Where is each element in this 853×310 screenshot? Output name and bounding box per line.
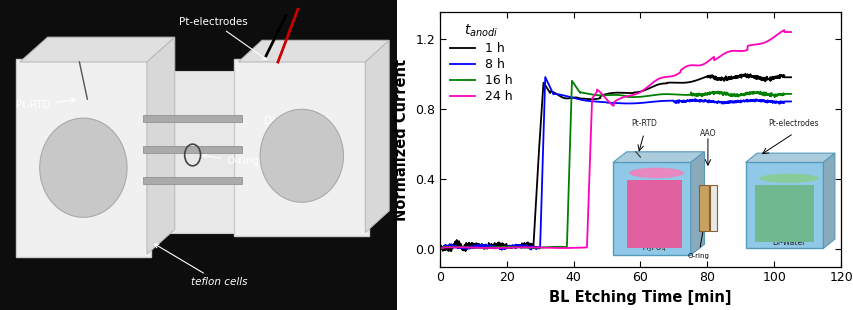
Polygon shape	[20, 37, 175, 62]
Bar	[142, 115, 242, 122]
FancyBboxPatch shape	[16, 59, 151, 257]
Ellipse shape	[40, 118, 127, 217]
Text: O-ring: O-ring	[202, 154, 259, 166]
Text: Pt-RTD: Pt-RTD	[16, 98, 75, 110]
Text: teflon cells: teflon cells	[154, 244, 247, 287]
Text: Pt-electrodes: Pt-electrodes	[178, 17, 266, 60]
Y-axis label: Normalized Current: Normalized Current	[394, 59, 409, 220]
Legend: 1 h, 8 h, 16 h, 24 h: 1 h, 8 h, 16 h, 24 h	[445, 19, 515, 107]
Bar	[142, 177, 242, 184]
Polygon shape	[238, 40, 389, 62]
Polygon shape	[147, 37, 175, 254]
Ellipse shape	[260, 109, 343, 202]
X-axis label: BL Etching Time [min]: BL Etching Time [min]	[548, 290, 731, 305]
Text: DI water: DI water	[264, 116, 308, 126]
Text: $H_3PO_4$: $H_3PO_4$	[55, 192, 88, 205]
Polygon shape	[365, 40, 389, 232]
FancyBboxPatch shape	[234, 59, 368, 236]
FancyBboxPatch shape	[142, 71, 242, 232]
Bar	[142, 146, 242, 153]
